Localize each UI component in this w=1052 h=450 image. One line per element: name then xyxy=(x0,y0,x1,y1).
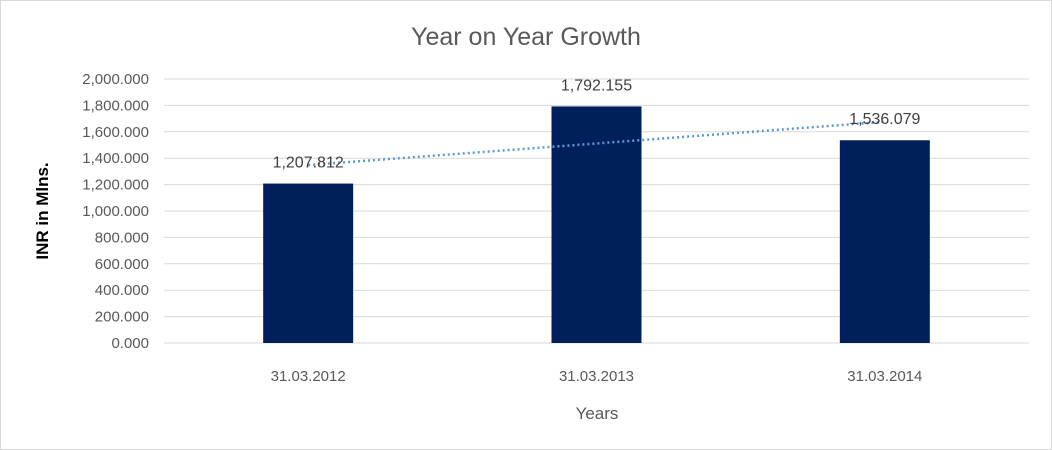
y-tick-label: 200.000 xyxy=(95,309,149,326)
y-axis-ticks: 0.000 200.000 400.000 600.000 800.000 1,000.0… xyxy=(82,71,149,352)
bar xyxy=(551,106,642,343)
data-labels: 1,207.812 1,792.155 1,536.079 xyxy=(273,77,921,171)
x-axis-label: Years xyxy=(576,404,619,423)
data-label: 1,536.079 xyxy=(849,111,920,128)
y-axis-label: INR in Mlns. xyxy=(33,162,52,259)
y-tick-label: 1,200.000 xyxy=(82,177,149,194)
y-tick-label: 400.000 xyxy=(95,282,149,299)
bars xyxy=(263,106,930,343)
x-axis-ticks: 31.03.2012 31.03.2013 31.03.2014 xyxy=(271,368,923,385)
data-label: 1,792.155 xyxy=(561,77,632,94)
trendline-layer xyxy=(308,120,885,167)
y-tick-label: 800.000 xyxy=(95,229,149,246)
y-tick-label: 1,600.000 xyxy=(82,124,149,141)
y-tick-label: 0.000 xyxy=(111,335,149,352)
data-label: 1,207.812 xyxy=(273,155,344,172)
y-tick-label: 1,400.000 xyxy=(82,150,149,167)
x-tick-label: 31.03.2012 xyxy=(271,368,346,385)
bar xyxy=(263,183,354,343)
trendline xyxy=(308,120,885,167)
y-tick-label: 2,000.000 xyxy=(82,71,149,88)
x-tick-label: 31.03.2013 xyxy=(559,368,634,385)
x-tick-label: 31.03.2014 xyxy=(847,368,922,385)
y-tick-label: 1,000.000 xyxy=(82,203,149,220)
y-tick-label: 600.000 xyxy=(95,256,149,273)
chart-title: Year on Year Growth xyxy=(411,23,641,51)
bar xyxy=(839,140,930,343)
y-tick-label: 1,800.000 xyxy=(82,97,149,114)
